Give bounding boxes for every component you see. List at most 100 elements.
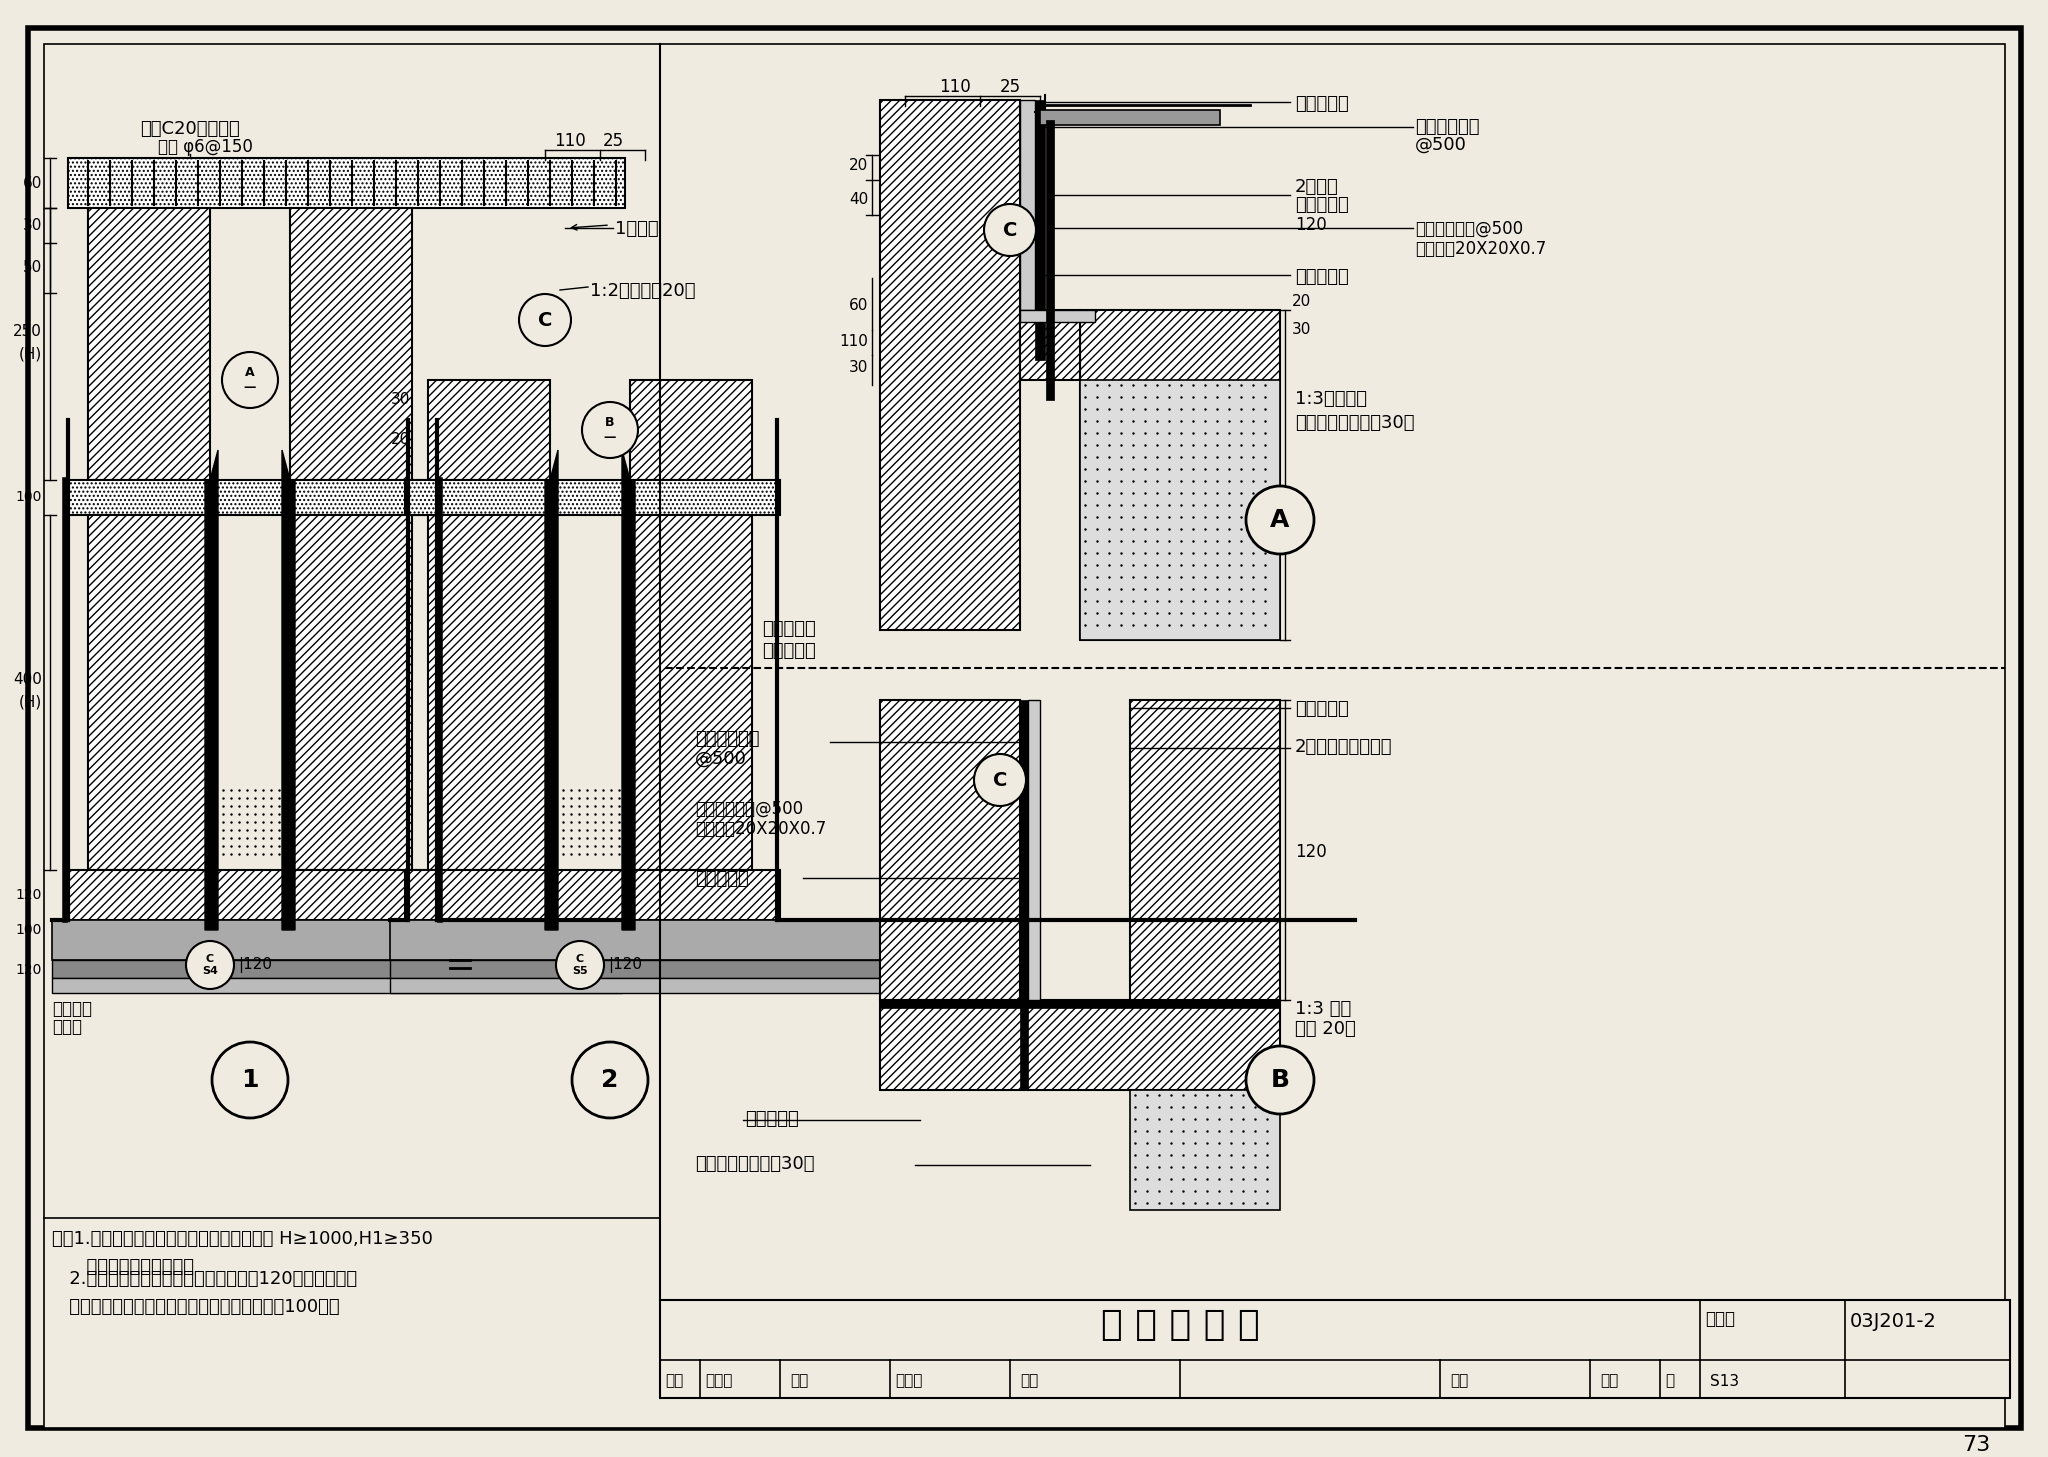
Text: 预制C20混凝土板: 预制C20混凝土板 <box>139 119 240 138</box>
Bar <box>1020 310 1096 322</box>
Bar <box>88 514 211 870</box>
Text: 设计: 设计 <box>1020 1374 1038 1389</box>
Bar <box>1079 310 1280 640</box>
Text: 水泥钉或射钉: 水泥钉或射钉 <box>694 730 760 747</box>
Polygon shape <box>545 450 557 930</box>
Text: C
S5: C S5 <box>571 954 588 976</box>
Text: 20: 20 <box>848 157 868 172</box>
Bar <box>406 479 780 514</box>
Text: 110: 110 <box>840 335 868 350</box>
Text: 110: 110 <box>940 79 971 96</box>
Text: 双向 φ6@150: 双向 φ6@150 <box>158 138 252 156</box>
Circle shape <box>1245 1046 1315 1115</box>
Circle shape <box>555 941 604 989</box>
Text: 水泥钉或射钉@500: 水泥钉或射钉@500 <box>694 800 803 817</box>
Circle shape <box>571 1042 647 1118</box>
Bar <box>659 1300 2009 1399</box>
Text: 120: 120 <box>16 963 43 978</box>
Text: B: B <box>1270 1068 1290 1091</box>
Bar <box>66 870 440 919</box>
Text: 页: 页 <box>1665 1374 1673 1389</box>
Circle shape <box>518 294 571 345</box>
Text: 20: 20 <box>391 433 410 447</box>
Text: C: C <box>539 310 553 329</box>
Text: 卢升: 卢升 <box>1450 1374 1468 1389</box>
Text: A: A <box>1270 508 1290 532</box>
Text: 砖 砌 排 气 道: 砖 砌 排 气 道 <box>1100 1308 1260 1342</box>
Text: |120: |120 <box>608 957 641 973</box>
Text: 审核: 审核 <box>666 1374 684 1389</box>
Text: 聚苯乙烯泡沫塑料30厚: 聚苯乙烯泡沫塑料30厚 <box>694 1155 815 1173</box>
Text: (H): (H) <box>18 695 43 710</box>
Text: 校对: 校对 <box>791 1374 809 1389</box>
Bar <box>51 960 623 978</box>
Text: 20: 20 <box>1292 294 1311 309</box>
Text: 图集号: 图集号 <box>1706 1310 1735 1327</box>
Bar <box>428 514 551 870</box>
Text: 1厚铝板: 1厚铝板 <box>614 220 659 237</box>
Text: 水泥钉或射钉@500: 水泥钉或射钉@500 <box>1415 220 1524 237</box>
Bar <box>1020 310 1079 380</box>
Bar <box>291 514 412 870</box>
Text: 60: 60 <box>23 175 43 191</box>
Text: 涂膜防水层: 涂膜防水层 <box>762 643 815 660</box>
Bar <box>631 514 752 870</box>
Text: 25: 25 <box>602 133 623 150</box>
Text: 水泥钉或射钉: 水泥钉或射钉 <box>1415 118 1479 136</box>
Text: 聚苯乙烯泡沫塑料30厚: 聚苯乙烯泡沫塑料30厚 <box>1294 414 1415 431</box>
Polygon shape <box>205 450 217 930</box>
Circle shape <box>983 204 1036 256</box>
Circle shape <box>186 941 233 989</box>
Text: 1: 1 <box>242 1068 258 1091</box>
Text: 密封膏封严: 密封膏封严 <box>694 870 750 887</box>
Text: 400: 400 <box>12 673 43 688</box>
Bar <box>428 380 551 479</box>
Bar <box>51 978 623 994</box>
Text: 2: 2 <box>602 1068 618 1091</box>
Bar <box>51 919 623 960</box>
Text: 2厚合成: 2厚合成 <box>1294 178 1339 197</box>
Text: 73: 73 <box>1962 1435 1991 1456</box>
Text: B
—: B — <box>604 417 616 444</box>
Bar <box>389 960 981 978</box>
Bar <box>1047 119 1055 401</box>
Text: 注：1.排气道和排气口的高度可另行选定，但 H≥1000,H1≥350: 注：1.排气道和排气口的高度可另行选定，但 H≥1000,H1≥350 <box>51 1230 432 1249</box>
Bar <box>1040 109 1221 125</box>
Text: 1:2水泥砂浆20厚: 1:2水泥砂浆20厚 <box>590 283 696 300</box>
Bar <box>1079 380 1280 640</box>
Text: 镀锌垫片20X20X0.7: 镀锌垫片20X20X0.7 <box>1415 240 1546 258</box>
Text: 程朔瑞: 程朔瑞 <box>705 1374 733 1389</box>
Text: 砂浆 20厚: 砂浆 20厚 <box>1294 1020 1356 1037</box>
Bar <box>389 978 981 994</box>
Text: S13: S13 <box>1710 1374 1739 1389</box>
Bar <box>88 208 211 479</box>
Circle shape <box>975 755 1026 806</box>
Text: 屋面卷材或: 屋面卷材或 <box>762 621 815 638</box>
Text: 120: 120 <box>1294 216 1327 235</box>
Bar <box>66 479 440 514</box>
Text: 30: 30 <box>23 219 43 233</box>
Text: 03J201-2: 03J201-2 <box>1849 1311 1937 1332</box>
Text: （也可按所用材料规格适当调整，但不宜小于100厚）: （也可按所用材料规格适当调整，但不宜小于100厚） <box>51 1298 340 1316</box>
Text: C: C <box>1004 220 1018 239</box>
Bar <box>1028 699 1040 1000</box>
Bar <box>1020 699 1028 1090</box>
Text: 2厚合成高分子卷材: 2厚合成高分子卷材 <box>1294 739 1393 756</box>
Bar <box>1130 1090 1280 1209</box>
Text: 步鑫: 步鑫 <box>1599 1374 1618 1389</box>
Text: 60: 60 <box>848 297 868 312</box>
Circle shape <box>1245 487 1315 554</box>
Circle shape <box>582 402 639 457</box>
Bar <box>881 101 1020 629</box>
Bar <box>1020 101 1034 310</box>
Polygon shape <box>623 450 635 930</box>
Text: 40: 40 <box>848 192 868 207</box>
Bar <box>881 699 1020 1000</box>
Text: 100: 100 <box>16 922 43 937</box>
Text: C
S4: C S4 <box>203 954 217 976</box>
Text: 30: 30 <box>848 360 868 376</box>
Bar <box>291 208 412 479</box>
Text: 30: 30 <box>391 392 410 408</box>
Bar <box>1034 101 1044 360</box>
Text: 泥砂浆: 泥砂浆 <box>51 1018 82 1036</box>
